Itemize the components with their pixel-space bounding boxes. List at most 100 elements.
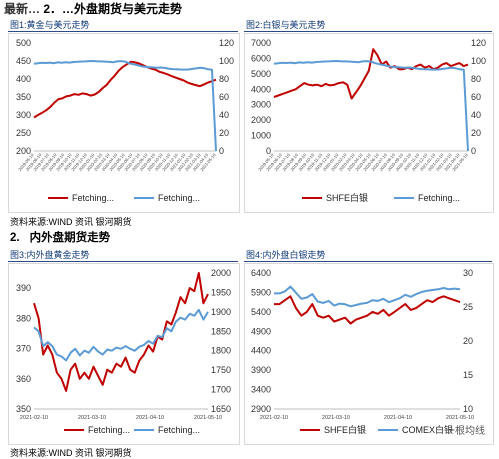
x-tick-label: 2021-03-10 bbox=[322, 415, 350, 421]
watermark-text: 一根均线 bbox=[445, 426, 485, 437]
source-note-row-2: 资料来源:WIND 资讯 银河期货 bbox=[10, 448, 132, 458]
y-right-tick-label: 100 bbox=[471, 56, 486, 66]
y-right-tick-label: 20 bbox=[219, 128, 229, 138]
figure-2-title-rule bbox=[244, 31, 492, 32]
figure-4-title-rule bbox=[244, 261, 492, 262]
y-left-tick-label: 2900 bbox=[251, 404, 271, 414]
figure-3-title: 图3:内外盘黄金走势 bbox=[10, 250, 90, 260]
y-right-tick-label: 20 bbox=[463, 336, 473, 346]
y-right-tick-label: 40 bbox=[471, 110, 481, 120]
y-right-tick-label: 40 bbox=[219, 110, 229, 120]
figure-1-chart: 2002503003504004505000204060801001202019… bbox=[16, 38, 234, 203]
y-left-tick-label: 3400 bbox=[251, 385, 271, 395]
y-right-tick-label: 20 bbox=[471, 128, 481, 138]
x-tick-label: 2021-05-10 bbox=[446, 415, 474, 421]
y-left-tick-label: 360 bbox=[16, 374, 31, 384]
y-right-tick-label: 1950 bbox=[211, 287, 231, 297]
figure-4-frame bbox=[244, 263, 494, 445]
y-right-tick-label: 1700 bbox=[211, 385, 231, 395]
y-right-tick-label: 60 bbox=[219, 92, 229, 102]
y-right-tick-label: 1900 bbox=[211, 307, 231, 317]
figure-3-title-rule bbox=[8, 261, 238, 262]
series-line-2 bbox=[33, 308, 209, 362]
y-left-tick-label: 300 bbox=[16, 110, 31, 120]
y-left-tick-label: 370 bbox=[16, 344, 31, 354]
x-tick-label: 2021-03-10 bbox=[78, 415, 106, 421]
figure-1-title: 图1:黄金与美元走势 bbox=[10, 20, 90, 30]
x-tick-label: 2021-04-10 bbox=[384, 415, 412, 421]
y-left-tick-label: 500 bbox=[16, 38, 31, 48]
y-left-tick-label: 2000 bbox=[251, 115, 271, 125]
y-right-tick-label: 2000 bbox=[211, 268, 231, 278]
x-tick-label: 2021-02-10 bbox=[20, 415, 48, 421]
top-heading-overlay: 最新… bbox=[4, 2, 41, 16]
figure-2-chart: 0 1000 2000 3000 4000 5000 6000 7000 0 20 40 60 80 10… bbox=[251, 38, 486, 203]
y-right-tick-label: 100 bbox=[219, 56, 234, 66]
series-line-1 bbox=[33, 60, 217, 119]
y-left-tick-label: 4000 bbox=[251, 84, 271, 94]
y-left-tick-label: 350 bbox=[16, 92, 31, 102]
series-line-2 bbox=[273, 60, 469, 152]
y-left-tick-label: 200 bbox=[16, 146, 31, 156]
y-left-tick-label: 450 bbox=[16, 56, 31, 66]
legend-label-2: Fetching... bbox=[158, 425, 200, 435]
y-right-tick-label: 80 bbox=[219, 74, 229, 84]
section-heading: 2. 内外盘期货走势 bbox=[10, 229, 110, 245]
y-right-tick-label: 1850 bbox=[211, 326, 231, 336]
x-tick-label: 2021-04-10 bbox=[136, 415, 164, 421]
y-left-tick-label: 3900 bbox=[251, 365, 271, 375]
y-right-tick-label: 120 bbox=[219, 38, 234, 48]
y-left-tick-label: 5000 bbox=[251, 69, 271, 79]
y-right-tick-label: 0 bbox=[471, 146, 476, 156]
y-left-tick-label: 5400 bbox=[251, 307, 271, 317]
y-right-tick-label: 10 bbox=[463, 404, 473, 414]
legend-label-2: COMEX白银 bbox=[402, 424, 453, 435]
y-right-tick-label: 60 bbox=[471, 92, 481, 102]
y-right-tick-label: 80 bbox=[471, 74, 481, 84]
y-left-tick-label: 350 bbox=[16, 404, 31, 414]
y-left-tick-label: 4900 bbox=[251, 326, 271, 336]
source-note-row-1: 资料来源:WIND 资讯 银河期货 bbox=[10, 217, 132, 227]
legend-label-1: SHFE白银 bbox=[324, 424, 366, 435]
y-right-tick-label: 15 bbox=[463, 370, 473, 380]
y-left-tick-label: 4400 bbox=[251, 346, 271, 356]
y-right-tick-label: 120 bbox=[471, 38, 486, 48]
section-number: 2. bbox=[10, 232, 20, 244]
y-left-tick-label: 7000 bbox=[251, 38, 271, 48]
legend-label-1: SHFE白银 bbox=[326, 192, 368, 203]
legend-label-1: Fetching... bbox=[88, 425, 130, 435]
figure-4-chart: 2900 3400 3900 4400 4900 5400 5900 6400 10 15 20 25… bbox=[251, 268, 474, 435]
y-left-tick-label: 5900 bbox=[251, 287, 271, 297]
y-right-tick-label: 0 bbox=[219, 146, 224, 156]
top-heading-text: 2．…外盘期货与美元走势 bbox=[43, 2, 183, 16]
y-left-tick-label: 1000 bbox=[251, 131, 271, 141]
y-right-tick-label: 1750 bbox=[211, 365, 231, 375]
x-tick-label: 2021-02-10 bbox=[260, 415, 288, 421]
y-left-tick-label: 390 bbox=[16, 283, 31, 293]
series-line-1 bbox=[273, 48, 469, 100]
figure-2-title: 图2:白银与美元走势 bbox=[246, 20, 326, 30]
section-title: 内外盘期货走势 bbox=[29, 232, 111, 244]
series-line-2 bbox=[274, 285, 461, 308]
y-left-tick-label: 6400 bbox=[251, 268, 271, 278]
legend-label-2: Fetching... bbox=[158, 193, 200, 203]
y-left-tick-label: 380 bbox=[16, 313, 31, 323]
series-line-1 bbox=[274, 295, 461, 325]
figure-1-title-rule bbox=[8, 31, 238, 32]
y-right-tick-label: 1650 bbox=[211, 404, 231, 414]
y-right-tick-label: 30 bbox=[463, 268, 473, 278]
y-left-tick-label: 3000 bbox=[251, 100, 271, 110]
top-section-heading: 最新… 2．…外盘期货与美元走势 bbox=[4, 0, 182, 17]
series-line-2 bbox=[33, 60, 217, 152]
y-left-tick-label: 0 bbox=[266, 146, 271, 156]
legend-label-2: Fetching... bbox=[418, 193, 460, 203]
figure-3-chart: 350 360 370 380 390 1650 1700 1750 1800 1850 1900 1… bbox=[16, 268, 231, 435]
figure-4-title: 图4:内外盘白银走势 bbox=[246, 250, 326, 260]
x-tick-label: 2021-05-10 bbox=[194, 415, 222, 421]
series-line-1 bbox=[33, 272, 209, 392]
y-right-tick-label: 1800 bbox=[211, 346, 231, 356]
y-right-tick-label: 25 bbox=[463, 302, 473, 312]
legend-label-1: Fetching... bbox=[72, 193, 114, 203]
y-left-tick-label: 250 bbox=[16, 128, 31, 138]
y-left-tick-label: 6000 bbox=[251, 53, 271, 63]
